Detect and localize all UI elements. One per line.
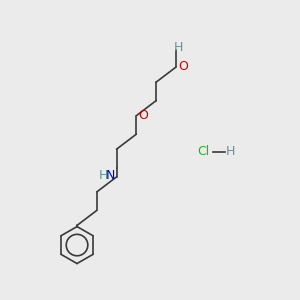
Text: H: H: [99, 169, 109, 182]
Text: H: H: [226, 145, 235, 158]
Text: N: N: [106, 169, 116, 182]
Text: O: O: [138, 109, 148, 122]
Text: H: H: [173, 41, 183, 54]
Text: O: O: [178, 60, 188, 73]
Text: Cl: Cl: [198, 145, 210, 158]
